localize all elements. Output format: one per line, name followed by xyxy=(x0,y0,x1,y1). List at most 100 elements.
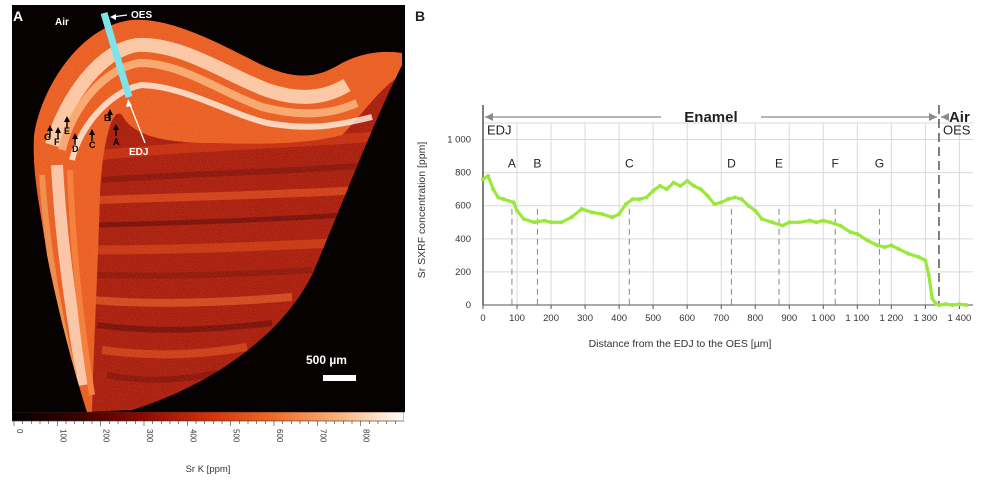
enamel-region-label: Enamel xyxy=(684,109,737,126)
data-point xyxy=(491,187,496,192)
edj-arrowhead-icon xyxy=(126,99,132,107)
reference-label: A xyxy=(508,157,516,171)
x-tick-label: 800 xyxy=(747,313,763,324)
scale-bar-label: 500 µm xyxy=(306,353,347,367)
data-point xyxy=(770,220,775,225)
oes-arrowhead-icon xyxy=(110,14,116,20)
colorbar-tick-label: 700 xyxy=(318,429,327,443)
data-point xyxy=(865,238,870,243)
enamel-arrowhead-left-icon xyxy=(485,113,493,121)
x-tick-label: 600 xyxy=(679,313,695,324)
y-tick-label: 600 xyxy=(455,201,471,212)
data-point xyxy=(855,231,860,236)
data-point xyxy=(787,220,792,225)
data-point xyxy=(943,302,948,307)
data-point xyxy=(957,302,962,307)
colorbar-tick-label: 100 xyxy=(58,429,67,443)
x-tick-label: 900 xyxy=(781,313,797,324)
data-point xyxy=(712,202,717,207)
data-point xyxy=(549,220,554,225)
data-point xyxy=(916,255,921,260)
y-axis-label: Sr SXRF concentration [ppm] xyxy=(416,142,428,279)
data-point xyxy=(964,303,969,307)
data-point xyxy=(950,303,955,307)
panel-b-letter: B xyxy=(415,8,425,24)
data-point xyxy=(600,212,605,216)
data-point xyxy=(521,216,526,221)
chart-axes xyxy=(482,304,973,309)
colorbar-label: Sr K [ppm] xyxy=(186,464,231,475)
point-label: A xyxy=(113,137,120,147)
point-label: G xyxy=(44,132,51,142)
sr-profile-chart: B A B C D E F G EDJ OES Enamel Air 0 100 200 300 400… xyxy=(415,5,995,375)
data-point xyxy=(651,188,656,193)
data-point xyxy=(889,243,894,248)
reference-label: G xyxy=(875,157,884,171)
edj-label: EDJ xyxy=(129,147,148,158)
point-arrowhead-icon xyxy=(89,129,95,135)
point-arrowhead-icon xyxy=(55,127,61,133)
data-point xyxy=(515,208,520,213)
data-point xyxy=(807,218,812,223)
data-point xyxy=(746,203,751,208)
x-tick-label: 200 xyxy=(543,313,559,324)
data-point xyxy=(678,183,683,188)
data-point xyxy=(936,303,941,307)
data-point xyxy=(559,220,564,225)
data-point xyxy=(532,220,537,225)
sr-series xyxy=(481,173,969,307)
colorbar-tick-label: 500 xyxy=(232,429,241,443)
data-point xyxy=(589,210,594,215)
data-point xyxy=(657,183,662,188)
x-tick-label: 400 xyxy=(611,313,627,324)
data-point xyxy=(496,195,501,200)
data-point xyxy=(644,195,649,200)
point-arrowhead-icon xyxy=(113,124,119,130)
y-tick-label: 1 000 xyxy=(447,135,471,146)
data-point xyxy=(698,187,703,192)
edj-boundary-label: EDJ xyxy=(487,123,512,138)
data-point xyxy=(760,216,765,221)
colorbar-tick-label: 800 xyxy=(362,429,371,443)
data-point xyxy=(486,173,491,178)
data-point xyxy=(623,202,628,207)
point-label: B xyxy=(104,113,111,123)
point-arrowhead-icon xyxy=(64,116,70,122)
air-label: Air xyxy=(55,17,69,28)
scale-bar xyxy=(323,375,356,381)
data-point xyxy=(542,218,547,223)
data-point xyxy=(726,197,730,202)
data-point xyxy=(617,212,622,216)
data-point xyxy=(739,197,744,202)
reference-label: B xyxy=(533,157,541,171)
data-point xyxy=(630,197,635,202)
data-point xyxy=(685,178,690,183)
data-point xyxy=(906,251,911,256)
colorbar: 0 100 200 300 400 500 600 700 800 Sr K [ppm] xyxy=(11,411,405,476)
data-point xyxy=(753,208,758,213)
x-tick-label: 500 xyxy=(645,313,661,324)
x-tick-label: 1 400 xyxy=(947,313,971,324)
region-arrows: Enamel Air xyxy=(485,109,970,126)
x-tick-label: 700 xyxy=(713,313,729,324)
data-point xyxy=(848,230,853,235)
edj-arrow-icon xyxy=(128,101,146,144)
data-point xyxy=(569,215,574,220)
tick-labels: 0 100 200 300 400 500 600 700 800 900 1 000 1 100 1 … xyxy=(447,135,971,324)
colorbar-tick-label: 300 xyxy=(145,429,154,443)
data-point xyxy=(705,193,710,198)
data-point xyxy=(838,223,843,228)
point-arrowhead-icon xyxy=(107,109,113,115)
colorbar-tick-label: 400 xyxy=(188,429,197,443)
data-point xyxy=(691,183,696,188)
data-point xyxy=(923,258,928,263)
data-point xyxy=(821,218,826,223)
reference-label: D xyxy=(727,157,736,171)
point-label: E xyxy=(64,126,70,136)
reference-lines: A B C D E F G xyxy=(508,157,884,305)
point-label: D xyxy=(72,144,79,154)
x-axis-label: Distance from the EDJ to the OES [µm] xyxy=(589,338,772,350)
air-region-label: Air xyxy=(949,109,970,126)
data-point xyxy=(933,301,938,306)
